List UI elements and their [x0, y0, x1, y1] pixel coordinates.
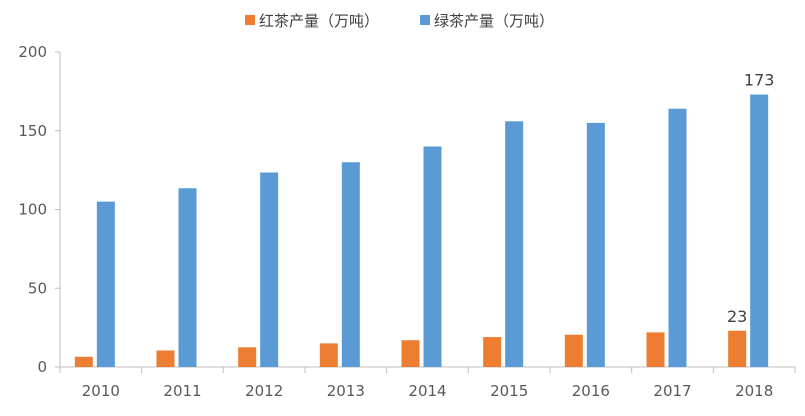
- legend-swatch-1: [420, 15, 430, 25]
- black-tea-bar-2014: [401, 340, 420, 367]
- black-tea-bar-2018: [728, 330, 747, 367]
- data-label-2018-0: 23: [727, 307, 747, 326]
- green-tea-bar-2011: [178, 188, 197, 367]
- green-tea-bar-2014: [423, 146, 442, 367]
- legend-label-0: 红茶产量（万吨）: [259, 12, 379, 30]
- green-tea-bar-2013: [341, 162, 360, 367]
- legend-label-1: 绿茶产量（万吨）: [434, 12, 554, 30]
- legend: 红茶产量（万吨） 绿茶产量（万吨）: [245, 12, 554, 30]
- data-label-2018-1: 173: [744, 71, 775, 90]
- black-tea-bar-2012: [238, 347, 257, 367]
- y-tick-label: 100: [18, 201, 47, 219]
- x-tick-label: 2016: [572, 382, 610, 400]
- black-tea-bar-2011: [156, 350, 175, 367]
- x-tick-label: 2014: [408, 382, 446, 400]
- green-tea-bar-2012: [260, 172, 279, 367]
- y-tick-label: 0: [37, 358, 47, 376]
- green-tea-bar-2016: [586, 122, 605, 367]
- x-tick-label: 2012: [245, 382, 283, 400]
- green-tea-bar-2017: [668, 108, 687, 367]
- black-tea-bar-2013: [319, 343, 338, 367]
- legend-swatch-0: [245, 15, 255, 25]
- black-tea-bar-2016: [564, 334, 583, 367]
- green-tea-bar-2010: [96, 201, 115, 367]
- x-tick-label: 2018: [735, 382, 773, 400]
- green-tea-bar-2018: [750, 94, 769, 368]
- data-label-group: 23 173: [727, 71, 774, 326]
- black-tea-bar-2015: [483, 337, 502, 367]
- black-tea-bar-2010: [74, 356, 93, 367]
- y-tick-label: 50: [28, 279, 47, 297]
- green-tea-bar-2015: [505, 121, 524, 367]
- x-tick-label: 2010: [82, 382, 120, 400]
- y-tick-label: 200: [18, 43, 47, 61]
- x-tick-label: 2015: [490, 382, 528, 400]
- x-tick-label: 2013: [327, 382, 365, 400]
- x-tick-label: 2017: [653, 382, 691, 400]
- black-tea-bar-2017: [646, 332, 665, 367]
- x-tick-label: 2011: [163, 382, 201, 400]
- bar-series-group: [74, 94, 769, 368]
- x-axis: 2010 2011 2012 2013 2014 2015 2016 2017 2018: [59, 366, 796, 400]
- y-tick-label: 150: [18, 122, 47, 140]
- y-axis: 0 50 100 150 200: [18, 43, 61, 376]
